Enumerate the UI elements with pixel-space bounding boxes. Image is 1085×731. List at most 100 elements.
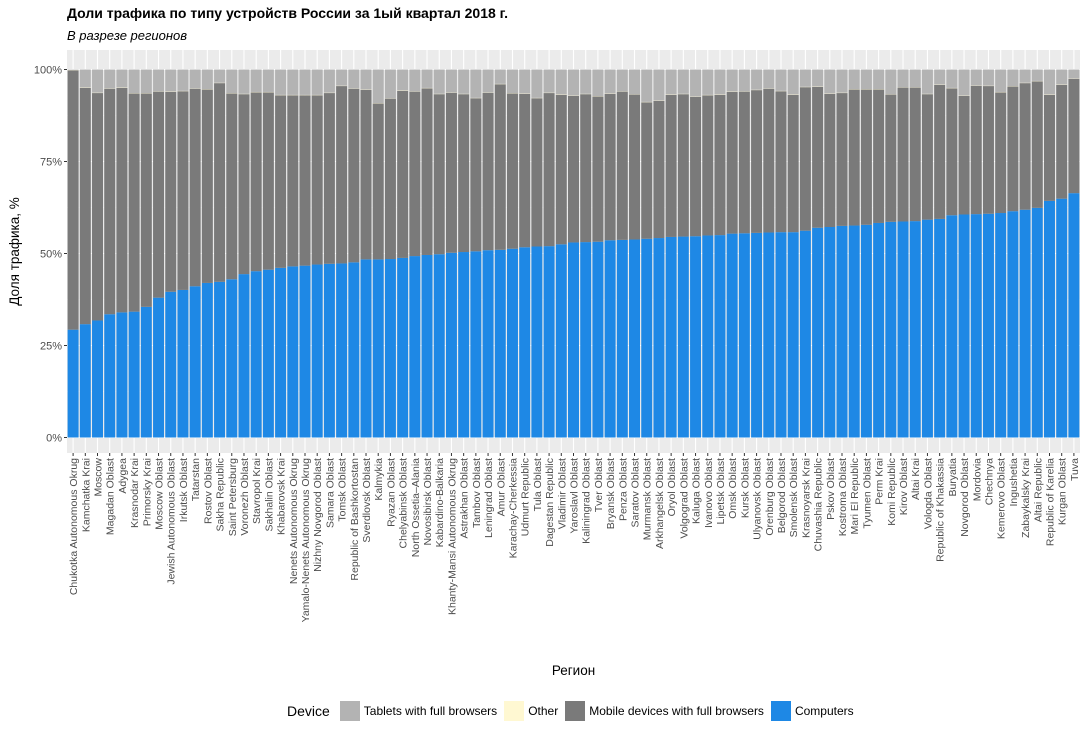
x-tick-label: Volgograd Oblast: [678, 458, 690, 539]
x-tick-label: Moscow Oblast: [154, 458, 166, 530]
bar-computers: [421, 254, 433, 438]
bar-computers: [165, 291, 177, 438]
bar-tablets-with-full-browsers: [299, 69, 311, 95]
bar-tablets-with-full-browsers: [604, 69, 616, 94]
x-tick-label: Ryazan Oblast: [385, 458, 397, 527]
bar-tablets-with-full-browsers: [201, 69, 213, 90]
x-axis-title: Регион: [552, 663, 595, 678]
x-tick-label: Pskov Oblast: [825, 458, 837, 520]
legend-title: Device: [287, 703, 330, 719]
x-tick-label: Vladimir Oblast: [556, 458, 568, 529]
bar-tablets-with-full-browsers: [629, 69, 641, 95]
bar-computers: [690, 236, 702, 438]
bar-tablets-with-full-browsers: [909, 69, 921, 88]
x-tick-label: Chelyabinsk Oblast: [398, 458, 410, 549]
bar-computers: [580, 242, 592, 438]
bar-computers: [641, 238, 653, 438]
bar-mobile-devices-with-full-browsers: [934, 84, 946, 219]
bar-computers: [226, 279, 238, 438]
x-tick-label: Omsk Oblast: [727, 458, 739, 519]
x-tick-label: Mari El Republic: [849, 458, 861, 534]
bar-computers: [824, 227, 836, 438]
bar-tablets-with-full-browsers: [506, 69, 518, 94]
x-tick-label: Rostov Oblast: [202, 458, 214, 524]
bar-computers: [714, 235, 726, 438]
bar-mobile-devices-with-full-browsers: [982, 86, 994, 214]
x-tick-label: Arkhangelsk Oblast: [654, 458, 666, 549]
bar-tablets-with-full-browsers: [287, 69, 299, 95]
bar-tablets-with-full-browsers: [665, 69, 677, 95]
x-tick-label: Kursk Oblast: [739, 458, 751, 518]
bar-mobile-devices-with-full-browsers: [299, 95, 311, 266]
bar-computers: [67, 329, 79, 438]
bar-mobile-devices-with-full-browsers: [677, 94, 689, 237]
bar-computers: [433, 254, 445, 438]
bar-computers: [482, 250, 494, 438]
bar-computers: [543, 246, 555, 438]
bar-mobile-devices-with-full-browsers: [629, 94, 641, 240]
bar-computers: [909, 221, 921, 438]
bar-mobile-devices-with-full-browsers: [287, 95, 299, 267]
x-tick-label: Khabarovsk Krai: [276, 458, 288, 535]
bar-computers: [1007, 211, 1019, 438]
bar-mobile-devices-with-full-browsers: [665, 94, 677, 237]
bar-mobile-devices-with-full-browsers: [580, 94, 592, 243]
bar-mobile-devices-with-full-browsers: [885, 94, 897, 222]
bar-computers: [897, 221, 909, 438]
bar-tablets-with-full-browsers: [873, 69, 885, 90]
bar-mobile-devices-with-full-browsers: [653, 100, 665, 239]
bar-mobile-devices-with-full-browsers: [201, 89, 213, 283]
x-tick-label: Saratov Oblast: [630, 458, 642, 528]
x-tick-label: Kabardino-Balkaria: [434, 458, 446, 547]
bar-computers: [629, 239, 641, 438]
x-tick-label: Republic of Bashkortostan: [349, 458, 361, 581]
bar-computers: [568, 242, 579, 438]
bar-mobile-devices-with-full-browsers: [494, 84, 506, 250]
bar-tablets-with-full-browsers: [555, 69, 567, 95]
legend-key-computers: [770, 701, 791, 721]
bar-computers: [116, 312, 128, 438]
bar-mobile-devices-with-full-browsers: [348, 88, 360, 263]
bar-mobile-devices-with-full-browsers: [1031, 81, 1043, 208]
bar-mobile-devices-with-full-browsers: [714, 94, 726, 236]
bar-computers: [921, 219, 933, 438]
bar-tablets-with-full-browsers: [360, 69, 372, 90]
bar-mobile-devices-with-full-browsers: [323, 93, 335, 264]
x-tick-label: Krasnodar Krai: [129, 458, 141, 528]
bar-computers: [140, 306, 152, 438]
bar-computers: [726, 233, 738, 438]
x-tick-label: Ingushetia: [1008, 458, 1020, 507]
bar-tablets-with-full-browsers: [580, 69, 592, 94]
bar-computers: [506, 248, 518, 438]
x-tick-label: Kalmykia: [373, 458, 385, 501]
x-tick-label: Perm Krai: [874, 458, 886, 505]
x-tick-label: Amur Oblast: [495, 458, 507, 516]
bar-tablets-with-full-browsers: [1043, 69, 1055, 95]
bar-mobile-devices-with-full-browsers: [543, 93, 555, 247]
bar-tablets-with-full-browsers: [775, 69, 787, 91]
bar-mobile-devices-with-full-browsers: [946, 88, 958, 216]
x-tick-label: Chechnya: [983, 458, 995, 505]
x-tick-label: Karachay-Cherkessia: [507, 458, 519, 559]
bar-mobile-devices-with-full-browsers: [140, 93, 152, 307]
x-tick-label: Sakhalin Oblast: [263, 458, 275, 532]
bar-mobile-devices-with-full-browsers: [738, 91, 750, 234]
x-tick-label: Krasnoyarsk Krai: [800, 458, 812, 538]
bar-computers: [604, 240, 616, 438]
x-tick-label: Novgorod Oblast: [959, 458, 971, 537]
x-tick-label: Lipetsk Oblast: [715, 458, 727, 525]
bar-tablets-with-full-browsers: [177, 69, 189, 91]
bar-tablets-with-full-browsers: [1007, 69, 1019, 87]
bar-mobile-devices-with-full-browsers: [104, 88, 116, 315]
bar-mobile-devices-with-full-browsers: [177, 91, 189, 290]
bar-computers: [445, 252, 457, 438]
x-tick-label: Samara Oblast: [324, 458, 336, 528]
bar-computers: [995, 213, 1007, 438]
x-tick-label: Tatarstan: [190, 458, 202, 501]
x-tick-label: Dagestan Republic: [544, 458, 556, 547]
bar-mobile-devices-with-full-browsers: [275, 95, 287, 268]
bar-mobile-devices-with-full-browsers: [1068, 78, 1080, 194]
bar-computers: [1019, 209, 1031, 438]
bar-computers: [323, 263, 335, 438]
